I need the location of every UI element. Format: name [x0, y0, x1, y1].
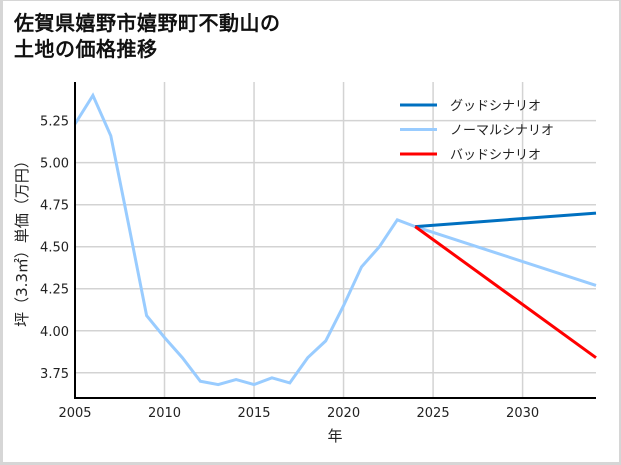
x-tick-label: 2020 — [327, 406, 360, 421]
x-tick-label: 2030 — [506, 406, 539, 421]
y-tick-label: 5.25 — [40, 115, 69, 130]
axes — [74, 82, 596, 399]
y-tick-label: 4.25 — [40, 283, 69, 298]
x-tick-label: 2010 — [148, 406, 181, 421]
legend-label: グッドシナリオ — [450, 99, 541, 114]
x-tick-label: 2015 — [237, 406, 270, 421]
series-lines — [73, 92, 597, 387]
y-tick-label: 4.50 — [40, 241, 69, 256]
x-tick-label: 2005 — [58, 406, 91, 421]
chart-title-line-1: 佐賀県嬉野市嬉野町不動山の — [14, 11, 281, 35]
chart-title-line-2: 土地の価格推移 — [14, 37, 158, 61]
x-axis-ticks: 2005 2010 2015 2020 2025 2030 — [58, 406, 539, 421]
y-axis-ticks: 3.75 4.00 4.25 4.50 4.75 5.00 5.25 — [40, 115, 69, 382]
legend-label: バッドシナリオ — [450, 148, 541, 163]
x-axis-label: 年 — [327, 427, 342, 445]
y-axis-label: 坪（3.3㎡）単価（万円） — [13, 153, 31, 327]
series-line — [73, 92, 597, 387]
series-line — [414, 225, 597, 359]
chart-title: 佐賀県嬉野市嬉野町不動山の 土地の価格推移 — [14, 10, 281, 62]
legend-label: ノーマルシナリオ — [450, 124, 554, 139]
y-tick-label: 4.75 — [40, 199, 69, 214]
y-tick-label: 4.00 — [40, 325, 69, 340]
series-line — [415, 211, 597, 229]
y-tick-label: 3.75 — [40, 367, 69, 382]
x-tick-label: 2025 — [417, 406, 450, 421]
y-tick-label: 5.00 — [40, 157, 69, 172]
